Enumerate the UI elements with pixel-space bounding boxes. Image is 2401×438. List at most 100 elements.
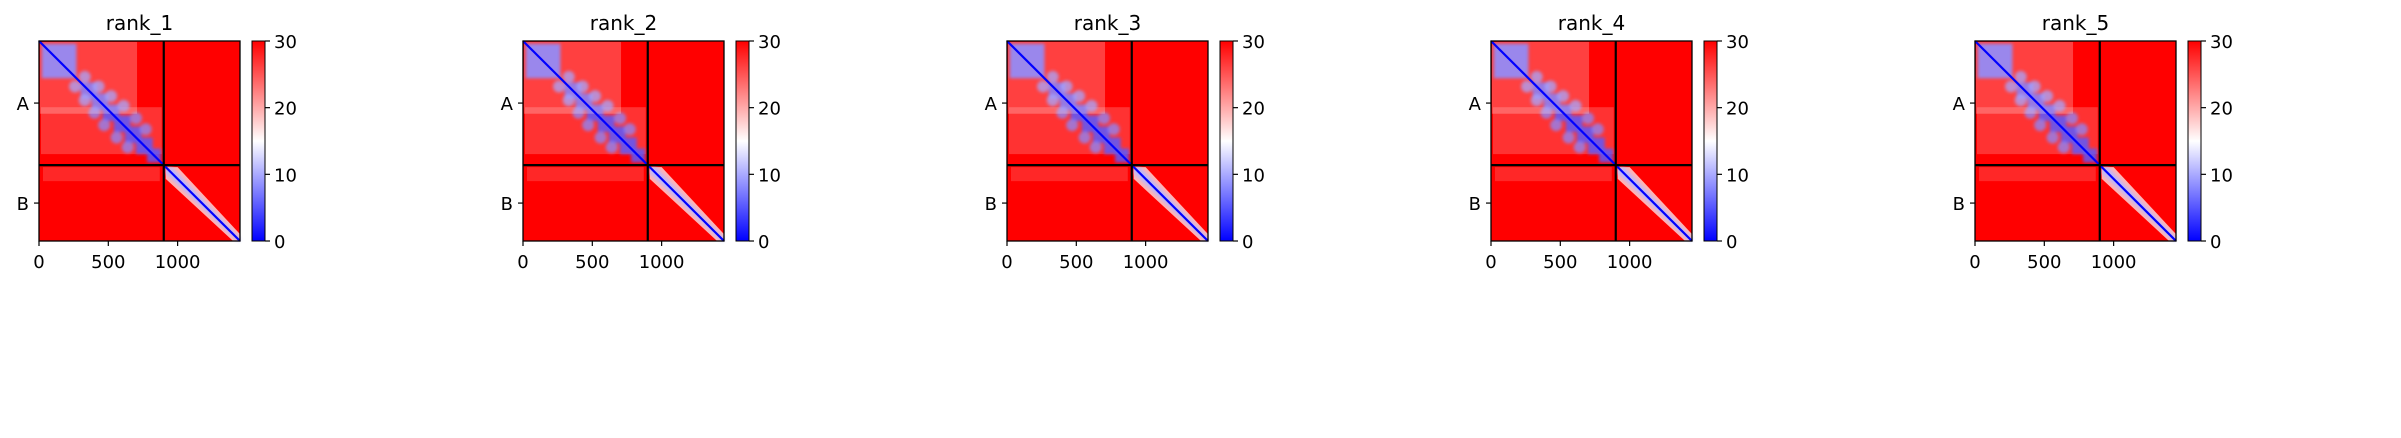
contact-blob	[562, 94, 575, 107]
colorbar-tick-label: 0	[274, 232, 285, 253]
contact-blob	[1089, 141, 1102, 154]
contact-blob	[88, 106, 101, 119]
x-tick-label: 0	[33, 252, 44, 273]
colorbar-tick-label: 30	[2210, 32, 2233, 53]
heatmap-texture	[1495, 167, 1612, 182]
contact-blob	[1582, 112, 1595, 125]
contact-blob	[601, 99, 614, 112]
contact-blob	[614, 112, 627, 125]
axes-frame	[1006, 40, 1209, 242]
contact-blob	[1073, 90, 1086, 103]
x-tick-label: 1000	[639, 252, 685, 273]
colorbar	[735, 40, 750, 242]
contact-blob	[1569, 99, 1582, 112]
contact-blob	[572, 106, 585, 119]
contact-blob	[1573, 141, 1586, 154]
chain-label: A	[17, 94, 30, 115]
axes-frame	[1490, 40, 1693, 242]
chain-label: B	[985, 194, 997, 215]
diagonal-b	[1614, 164, 1693, 242]
axes-frame	[1974, 40, 2177, 242]
colorbar-tick-label: 0	[1242, 232, 1253, 253]
contact-blob	[2046, 131, 2059, 144]
contact-blob	[1540, 106, 1553, 119]
contact-blob	[2075, 123, 2088, 136]
contact-blob	[2024, 106, 2037, 119]
x-tick-label: 1000	[155, 252, 201, 273]
diagonal-a	[1974, 40, 2101, 166]
contact-blob	[1521, 80, 1534, 93]
panel-1: rank_1 A B 0 500 1000 0 10 20 30	[17, 11, 297, 273]
contact-blob	[2005, 80, 2018, 93]
contact-blob	[1085, 99, 1098, 112]
colorbar	[1703, 40, 1718, 242]
contact-blob	[1530, 70, 1543, 83]
panel-title: rank_4	[1558, 11, 1625, 35]
contact-blob	[69, 80, 82, 93]
contact-blob	[576, 80, 589, 93]
chain-label: A	[985, 94, 998, 115]
contact-blob	[121, 141, 134, 154]
axes-frame	[38, 40, 241, 242]
contact-blob	[98, 119, 111, 132]
diagonal-a	[522, 40, 649, 166]
chain-label: B	[501, 194, 513, 215]
diagonal-b	[1130, 164, 1209, 242]
contact-blob	[582, 119, 595, 132]
x-tick-label: 0	[1485, 252, 1496, 273]
contact-blob	[1046, 70, 1059, 83]
colorbar-tick-label: 10	[1726, 165, 1749, 186]
diagonal-a	[1490, 40, 1617, 166]
colorbar	[1219, 40, 1234, 242]
x-tick-label: 500	[1543, 252, 1577, 273]
contact-blob	[2028, 80, 2041, 93]
x-tick-label: 500	[2027, 252, 2061, 273]
contact-blob	[2014, 70, 2027, 83]
contact-blob	[130, 112, 143, 125]
x-tick-label: 1000	[2091, 252, 2137, 273]
colorbar-tick-label: 30	[758, 32, 781, 53]
contact-blob	[594, 131, 607, 144]
diagonal-b	[162, 164, 241, 242]
colorbar-tick-label: 10	[758, 165, 781, 186]
contact-blob	[1550, 119, 1563, 132]
contact-blob	[605, 141, 618, 154]
chain-label: A	[1469, 94, 1482, 115]
panel-title: rank_5	[2042, 11, 2109, 35]
x-tick-label: 0	[1969, 252, 1980, 273]
contact-blob	[1066, 119, 1079, 132]
heatmap-texture	[43, 167, 160, 182]
contact-blob	[553, 80, 566, 93]
colorbar-tick-label: 10	[274, 165, 297, 186]
contact-blob	[623, 123, 636, 136]
diagonal-b	[646, 164, 725, 242]
contact-blob	[2041, 90, 2054, 103]
contact-blob	[1544, 80, 1557, 93]
panel-4: rank_4 A B 0 500 1000 0 10 20 30	[1469, 11, 1749, 273]
colorbar-tick-label: 0	[1726, 232, 1737, 253]
haze	[1008, 42, 1106, 114]
chain-label: B	[1469, 194, 1481, 215]
chain-label: B	[1953, 194, 1965, 215]
contact-blob	[1557, 90, 1570, 103]
x-tick-label: 500	[91, 252, 125, 273]
contact-blob	[78, 94, 91, 107]
colorbar-tick-label: 20	[1726, 99, 1749, 120]
contact-blob	[2053, 99, 2066, 112]
contact-blob	[2034, 119, 2047, 132]
x-tick-label: 0	[517, 252, 528, 273]
colorbar-tick-label: 10	[2210, 165, 2233, 186]
contact-blob	[1107, 123, 1120, 136]
colorbar	[2187, 40, 2202, 242]
chain-label: A	[501, 94, 514, 115]
colorbar-tick-label: 20	[758, 99, 781, 120]
contact-blob	[2057, 141, 2070, 154]
contact-blob	[110, 131, 123, 144]
haze	[40, 42, 138, 114]
contact-blob	[1098, 112, 1111, 125]
panel-3: rank_3 A B 0 500 1000 0 10 20 30	[985, 11, 1265, 273]
x-tick-label: 500	[575, 252, 609, 273]
colorbar-tick-label: 20	[274, 99, 297, 120]
